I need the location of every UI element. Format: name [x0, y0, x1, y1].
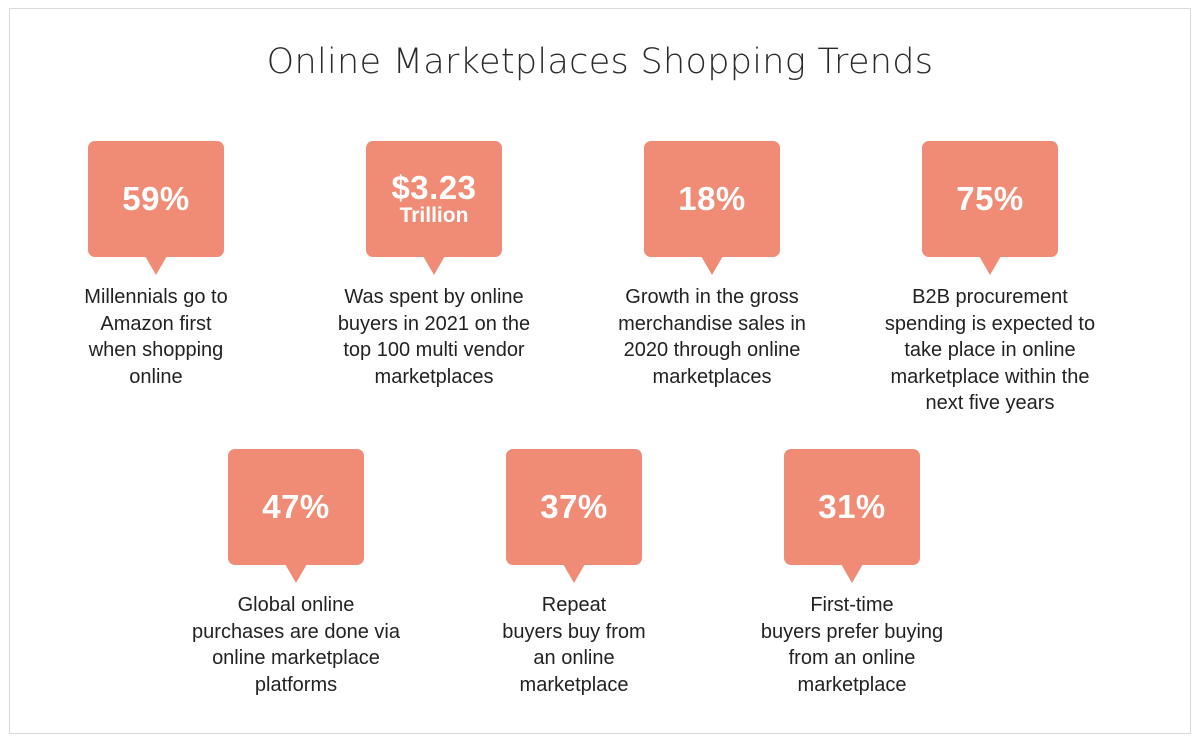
- stat-description-line: top 100 multi vendor: [343, 339, 525, 361]
- stat-description-line: online marketplace: [212, 647, 380, 669]
- stat-description-line: Repeat: [541, 594, 607, 616]
- stat-bubble: 59%: [88, 141, 224, 275]
- stat-description: First-time buyers prefer buying from an …: [724, 592, 980, 698]
- stat-description-line: Growth in the gross: [625, 286, 799, 308]
- stat-description-line: an online: [533, 647, 615, 669]
- stat-description-line: marketplaces: [374, 365, 494, 388]
- stat-value: 75%: [956, 180, 1024, 217]
- page-title: Online Marketplaces Shopping Trends: [266, 42, 934, 82]
- stat-value: 37%: [540, 488, 608, 525]
- stat-description-line: Global online: [237, 594, 355, 616]
- stat-description-line: spending is expected to: [884, 312, 1096, 335]
- stat-bubble: 75%: [922, 141, 1058, 275]
- stat-description-line: Was spent by online: [344, 286, 524, 308]
- stat-description-line: marketplace: [797, 673, 907, 696]
- stat-description-line: marketplace: [519, 673, 629, 696]
- stat-description-line: 2020 through online: [623, 339, 801, 361]
- stat-description: Repeat buyers buy from an online marketp…: [446, 592, 702, 698]
- stat-description: Was spent by online buyers in 2021 on th…: [306, 284, 562, 390]
- stat-description: Growth in the gross merchandise sales in…: [584, 284, 840, 390]
- stat-description-line: First-time: [810, 594, 894, 616]
- stat-description-line: marketplace within the: [890, 365, 1090, 388]
- stat-description-line: buyers buy from: [502, 620, 646, 643]
- stat-value: $3.23: [391, 169, 477, 206]
- stat-value: 59%: [122, 180, 190, 217]
- stat-description: Millennials go to Amazon first when shop…: [28, 284, 284, 390]
- stat-description-line: buyers in 2021 on the: [337, 312, 531, 335]
- stat-unit: Trillion: [399, 204, 469, 227]
- stat-bubble: 47%: [228, 449, 364, 583]
- stat-value: 18%: [678, 180, 746, 217]
- stat-value: 31%: [818, 488, 886, 525]
- stat-description-line: Amazon first: [100, 312, 212, 335]
- stat-bubble: 18%: [644, 141, 780, 275]
- stat-description-line: marketplaces: [652, 365, 772, 388]
- stat-value: 47%: [262, 488, 330, 525]
- stat-description-line: next five years: [925, 392, 1055, 414]
- stat-description-line: Millennials go to: [84, 286, 228, 308]
- stat-description: Global online purchases are done via onl…: [168, 592, 424, 698]
- stat-description-line: from an online: [788, 647, 916, 669]
- stat-description-line: when shopping: [88, 339, 224, 361]
- stat-description-line: B2B procurement: [912, 286, 1068, 308]
- stat-description: B2B procurement spending is expected to …: [862, 284, 1118, 417]
- stat-description-line: take place in online: [904, 339, 1076, 361]
- stat-bubble: 37%: [506, 449, 642, 583]
- stat-description-line: platforms: [254, 673, 338, 696]
- stat-description-line: purchases are done via: [192, 620, 400, 643]
- infographic-frame: [9, 8, 1191, 734]
- stat-description-line: online: [129, 365, 183, 388]
- stat-description-line: merchandise sales in: [618, 312, 806, 335]
- stat-bubble: 31%: [784, 449, 920, 583]
- stat-bubble: $3.23 Trillion: [366, 141, 502, 275]
- stat-description-line: buyers prefer buying: [760, 620, 944, 643]
